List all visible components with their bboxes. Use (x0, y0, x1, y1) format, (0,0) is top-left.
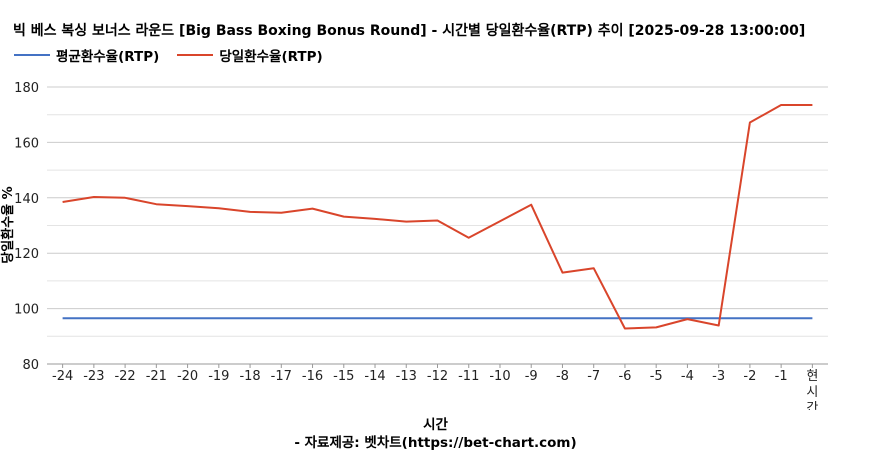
x-tick-label: -12 (427, 369, 448, 384)
series-lines (62, 104, 813, 330)
legend-item-daily-rtp: 당일환수율(RTP) (177, 45, 323, 65)
x-tick-label-char: 시 (806, 385, 818, 400)
x-tick-label: -4 (681, 369, 694, 384)
x-tick-label: -1 (775, 369, 788, 384)
y-tick-label: 160 (14, 136, 39, 151)
x-tick-label: -13 (396, 369, 417, 384)
legend: 평균환수율(RTP) 당일환수율(RTP) (14, 45, 341, 65)
x-tick-label: -17 (271, 369, 292, 384)
x-tick-label-char: 간 (806, 401, 818, 410)
y-tick-label: 140 (14, 192, 39, 207)
legend-item-average-rtp: 평균환수율(RTP) (14, 45, 159, 65)
x-tick-label: -6 (618, 369, 631, 384)
x-tick-label: -9 (525, 369, 538, 384)
grid-lines (47, 86, 828, 365)
x-tick-label: -16 (302, 369, 323, 384)
x-tick-label: -2 (743, 369, 756, 384)
y-axis: 80 100 120 140 160 180 (14, 81, 39, 373)
y-tick-label: 80 (22, 358, 39, 373)
legend-swatch-daily-rtp (177, 54, 214, 56)
x-tick-label-char: 현 (806, 369, 818, 384)
source-credit: - 자료제공: 벳차트(https://bet-chart.com) (294, 435, 577, 451)
x-tick-label: -24 (52, 369, 73, 384)
legend-label-average-rtp: 평균환수율(RTP) (56, 49, 160, 65)
daily-rtp-line (62, 104, 813, 330)
x-tick-label: -10 (489, 369, 510, 384)
x-axis: -24 -23 -22 -21 -20 -19 -18 -17 -16 -15 -14 -13 -12-… (47, 363, 828, 410)
x-tick-label: -18 (239, 369, 260, 384)
y-tick-label: 100 (14, 303, 39, 318)
x-axis-title: 시간 (423, 417, 448, 433)
x-tick-label: -21 (146, 369, 167, 384)
x-tick-label: -7 (587, 369, 600, 384)
x-tick-label: -5 (650, 369, 663, 384)
legend-label-daily-rtp: 당일환수율(RTP) (219, 49, 323, 65)
x-tick-label: -19 (208, 369, 229, 384)
y-tick-label: 180 (14, 81, 39, 96)
x-tick-label: -23 (83, 369, 104, 384)
legend-swatch-average-rtp (14, 54, 50, 56)
y-tick-label: 120 (14, 247, 39, 262)
x-tick-label: -22 (114, 369, 135, 384)
chart-title: 빅 베스 복싱 보너스 라운드 [Big Bass Boxing Bonus R… (13, 23, 806, 39)
x-tick-label: -11 (458, 369, 479, 384)
y-axis-label: 당일환수율 % (0, 186, 16, 263)
x-tick-label: -20 (177, 369, 198, 384)
x-tick-label: -3 (712, 369, 725, 384)
x-tick-label: -8 (556, 369, 569, 384)
x-tick-label: -15 (333, 369, 354, 384)
x-tick-label: -14 (364, 369, 385, 384)
